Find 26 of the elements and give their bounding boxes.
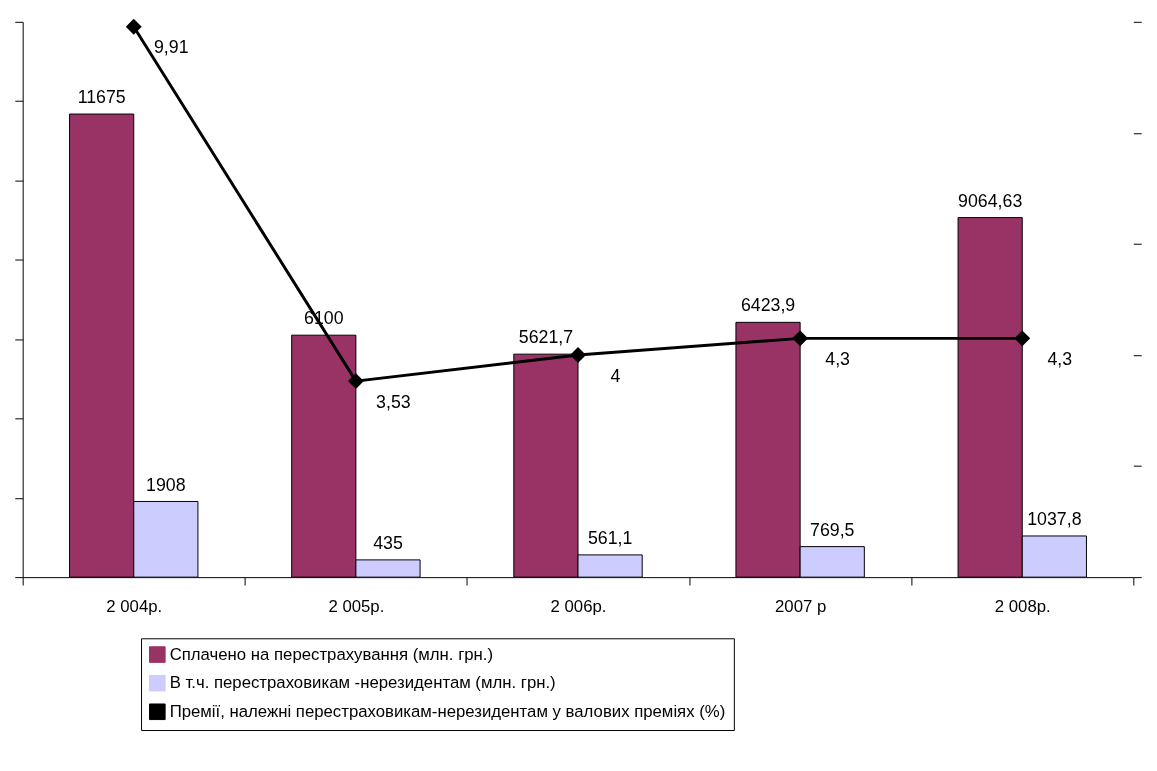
legend-label: В т.ч. перестраховикам -нерезидентам (млн. грн.) xyxy=(169,673,556,693)
point xyxy=(1014,330,1031,347)
data-label: 1037,8 xyxy=(1027,509,1082,530)
data-label: 9,91 xyxy=(153,37,189,58)
x-tick-label: 2 006р. xyxy=(550,597,607,617)
x-tick-label: 2 005р. xyxy=(328,597,385,617)
x-tick-label: 2 008р. xyxy=(994,597,1051,617)
point xyxy=(792,330,809,347)
data-label: 561,1 xyxy=(587,528,633,549)
point xyxy=(125,18,142,35)
x-tick-label: 2007 р xyxy=(775,597,827,617)
data-label: 435 xyxy=(373,533,403,554)
data-label: 5621,7 xyxy=(518,327,574,348)
data-label: 11675 xyxy=(77,87,126,108)
data-label: 4,3 xyxy=(825,348,851,369)
data-label: 769,5 xyxy=(810,519,855,540)
data-label: 1908 xyxy=(146,474,186,495)
data-label: 6423,9 xyxy=(740,295,796,316)
legend-label: Премії, належні перестраховикам-нерезидентам у валових преміях (%) xyxy=(169,701,726,721)
point xyxy=(347,373,364,390)
x-tick-label: 2 004р. xyxy=(106,597,163,617)
data-label: 3,53 xyxy=(376,391,411,412)
data-label: 9064,63 xyxy=(958,190,1023,211)
legend-label: Сплачено на перестрахування (млн. грн.) xyxy=(169,644,494,664)
data-label: 4 xyxy=(610,365,621,386)
data-label: 4,3 xyxy=(1047,348,1073,369)
